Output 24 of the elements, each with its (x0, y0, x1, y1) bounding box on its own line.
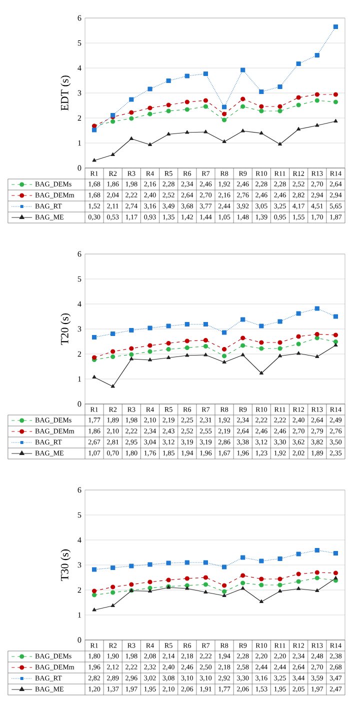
y-tick-label: 0 (78, 401, 82, 407)
y-tick-label: 1 (78, 376, 81, 382)
y-tick-label: 2 (78, 115, 82, 121)
y-tick-label: 3 (78, 326, 82, 332)
y-tick-label: 5 (78, 512, 82, 518)
y-tick-label: 3 (78, 90, 82, 96)
y-axis-title: T30 (s) (60, 549, 71, 581)
y-tick-label: 6 (78, 15, 82, 21)
y-tick-label: 6 (78, 251, 82, 257)
y-tick-label: 4 (78, 301, 82, 307)
y-tick-label: 4 (78, 65, 82, 71)
y-tick-label: 2 (78, 351, 82, 357)
y-axis-title: T20 (s) (60, 313, 71, 345)
y-tick-label: 1 (78, 140, 81, 146)
y-tick-label: 5 (78, 276, 82, 282)
y-tick-label: 2 (78, 587, 82, 593)
y-tick-label: 0 (78, 637, 82, 643)
y-tick-label: 3 (78, 562, 82, 568)
y-tick-label: 5 (78, 40, 82, 46)
y-axis-title: EDT (s) (60, 76, 71, 111)
y-tick-label: 0 (78, 165, 82, 171)
y-tick-label: 6 (78, 487, 82, 493)
y-tick-label: 1 (78, 612, 81, 618)
y-tick-label: 4 (78, 537, 82, 543)
